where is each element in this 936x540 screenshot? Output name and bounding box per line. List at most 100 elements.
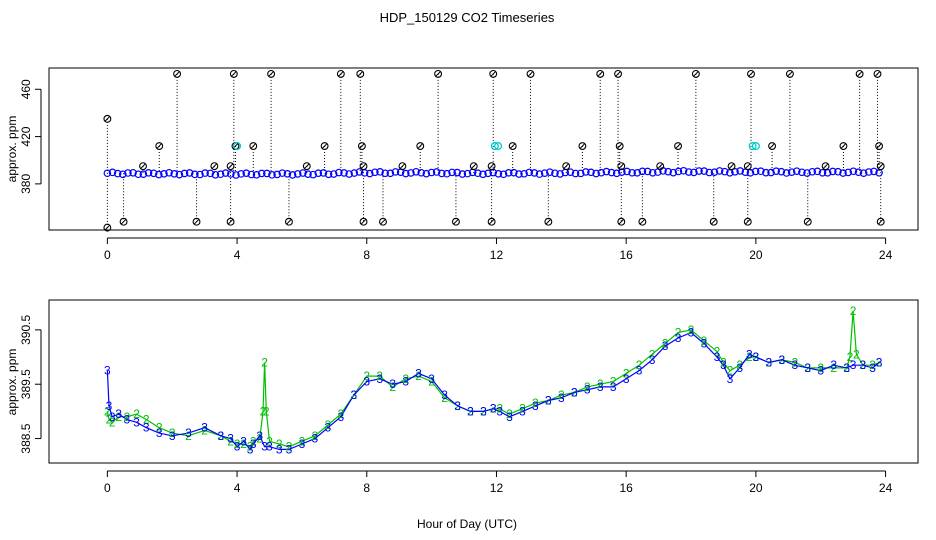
baseline-point <box>612 169 621 178</box>
series-2-point: 2 <box>260 404 267 418</box>
series-2-point: 2 <box>454 399 461 413</box>
baseline-point <box>690 168 698 177</box>
baseline-point <box>828 167 837 176</box>
series-3-point: 3 <box>714 350 721 364</box>
baseline-point <box>263 169 271 178</box>
series-2-point: 2 <box>753 350 760 364</box>
outlier-marker <box>544 217 553 226</box>
baseline-point <box>720 167 729 176</box>
outlier-marker <box>876 162 885 171</box>
series-2-point: 2 <box>847 350 854 364</box>
baseline-point <box>103 169 112 178</box>
series-2-point: 2 <box>869 358 876 372</box>
baseline-point <box>191 170 199 179</box>
outlier-cross <box>527 71 534 77</box>
outlier-cross <box>675 143 681 149</box>
outlier-cross <box>874 71 881 77</box>
series-3-point: 3 <box>662 339 669 353</box>
outlier-marker <box>379 217 387 226</box>
series-3-point: 3 <box>791 358 798 372</box>
outlier-marker <box>855 69 864 78</box>
baseline-point <box>448 168 456 177</box>
series-2-point: 2 <box>597 377 604 391</box>
series-2-point: 2 <box>727 364 734 378</box>
series-2-point: 2 <box>115 410 122 424</box>
outlier-marker <box>691 69 700 78</box>
series-2-point: 2 <box>571 385 578 399</box>
outlier-cross <box>357 71 364 77</box>
y-tick-label: 390.5 <box>19 315 33 345</box>
outlier-marker <box>357 142 366 150</box>
series-3-point: 3 <box>701 336 708 350</box>
series-3-point: 3 <box>558 391 565 405</box>
baseline-point <box>844 168 853 177</box>
series-2-point: 2 <box>876 355 883 369</box>
series-2-point: 2 <box>688 323 695 337</box>
series-3-point: 3 <box>753 350 760 364</box>
outlier-cross <box>710 218 717 225</box>
outlier-marker <box>875 142 884 150</box>
top-x-axis: 0 4 8 12 16 20 24 <box>104 237 893 262</box>
x-tick-label: 4 <box>234 248 241 262</box>
series-3-point: 3 <box>415 366 422 380</box>
series-2-point: 2 <box>736 358 743 372</box>
baseline-point <box>134 170 143 179</box>
baseline-point <box>201 169 209 177</box>
baseline-point <box>582 168 590 176</box>
outlier-cross <box>490 71 496 77</box>
series-3-point: 3 <box>402 375 409 389</box>
x-axis-title: Hour of Day (UTC) <box>417 517 517 531</box>
outlier-marker <box>173 69 182 78</box>
outlier-marker <box>416 142 425 150</box>
baseline-point <box>854 168 863 177</box>
outlier-cross <box>286 218 292 225</box>
series-2-point: 2 <box>156 421 163 435</box>
outlier-cross <box>877 163 884 169</box>
baseline-point <box>566 168 575 176</box>
outlier-marker <box>768 142 777 150</box>
series-2-point: 2 <box>247 440 254 454</box>
outlier-cross <box>417 143 424 149</box>
baseline-point <box>432 168 441 176</box>
outlier-cross <box>488 163 495 169</box>
x-tick-label: 20 <box>749 481 763 495</box>
baseline-point <box>669 168 678 177</box>
outlier-marker <box>284 217 293 226</box>
series-3-point: 3 <box>454 399 461 413</box>
series-2-point: 2 <box>389 380 396 394</box>
baseline-point <box>350 169 359 177</box>
series-2-point: 2 <box>104 404 111 418</box>
baseline-point <box>293 170 302 178</box>
baseline-point <box>160 170 168 178</box>
cyan-marker <box>751 141 760 151</box>
outlier-cross <box>321 143 328 149</box>
series-3-point: 3 <box>490 402 497 416</box>
bottom-plot-frame <box>48 299 919 464</box>
outlier-marker <box>155 142 164 150</box>
baseline-point <box>530 169 539 177</box>
baseline-point <box>715 167 724 175</box>
baseline-point <box>849 167 858 176</box>
baseline-point <box>607 168 616 177</box>
baseline-point <box>618 168 626 176</box>
series-3-point: 3 <box>115 407 122 421</box>
series-2-point: 2 <box>519 402 526 416</box>
baseline-point <box>443 169 451 178</box>
baseline-point <box>592 169 600 178</box>
outlier-marker <box>839 142 848 150</box>
series-3-point: 3 <box>104 364 111 378</box>
baseline-point <box>211 170 220 179</box>
outlier-marker <box>119 217 128 226</box>
baseline-point <box>283 170 292 178</box>
outlier-marker <box>743 162 752 171</box>
baseline-point <box>453 168 462 177</box>
outlier-marker <box>562 162 571 171</box>
series-2-point: 2 <box>532 396 539 410</box>
x-tick-label: 12 <box>490 248 504 262</box>
x-tick-label: 12 <box>490 481 504 495</box>
outlier-cross <box>250 143 257 149</box>
outlier-cross <box>399 163 406 169</box>
baseline-point <box>268 171 276 179</box>
baseline-point <box>540 169 549 177</box>
